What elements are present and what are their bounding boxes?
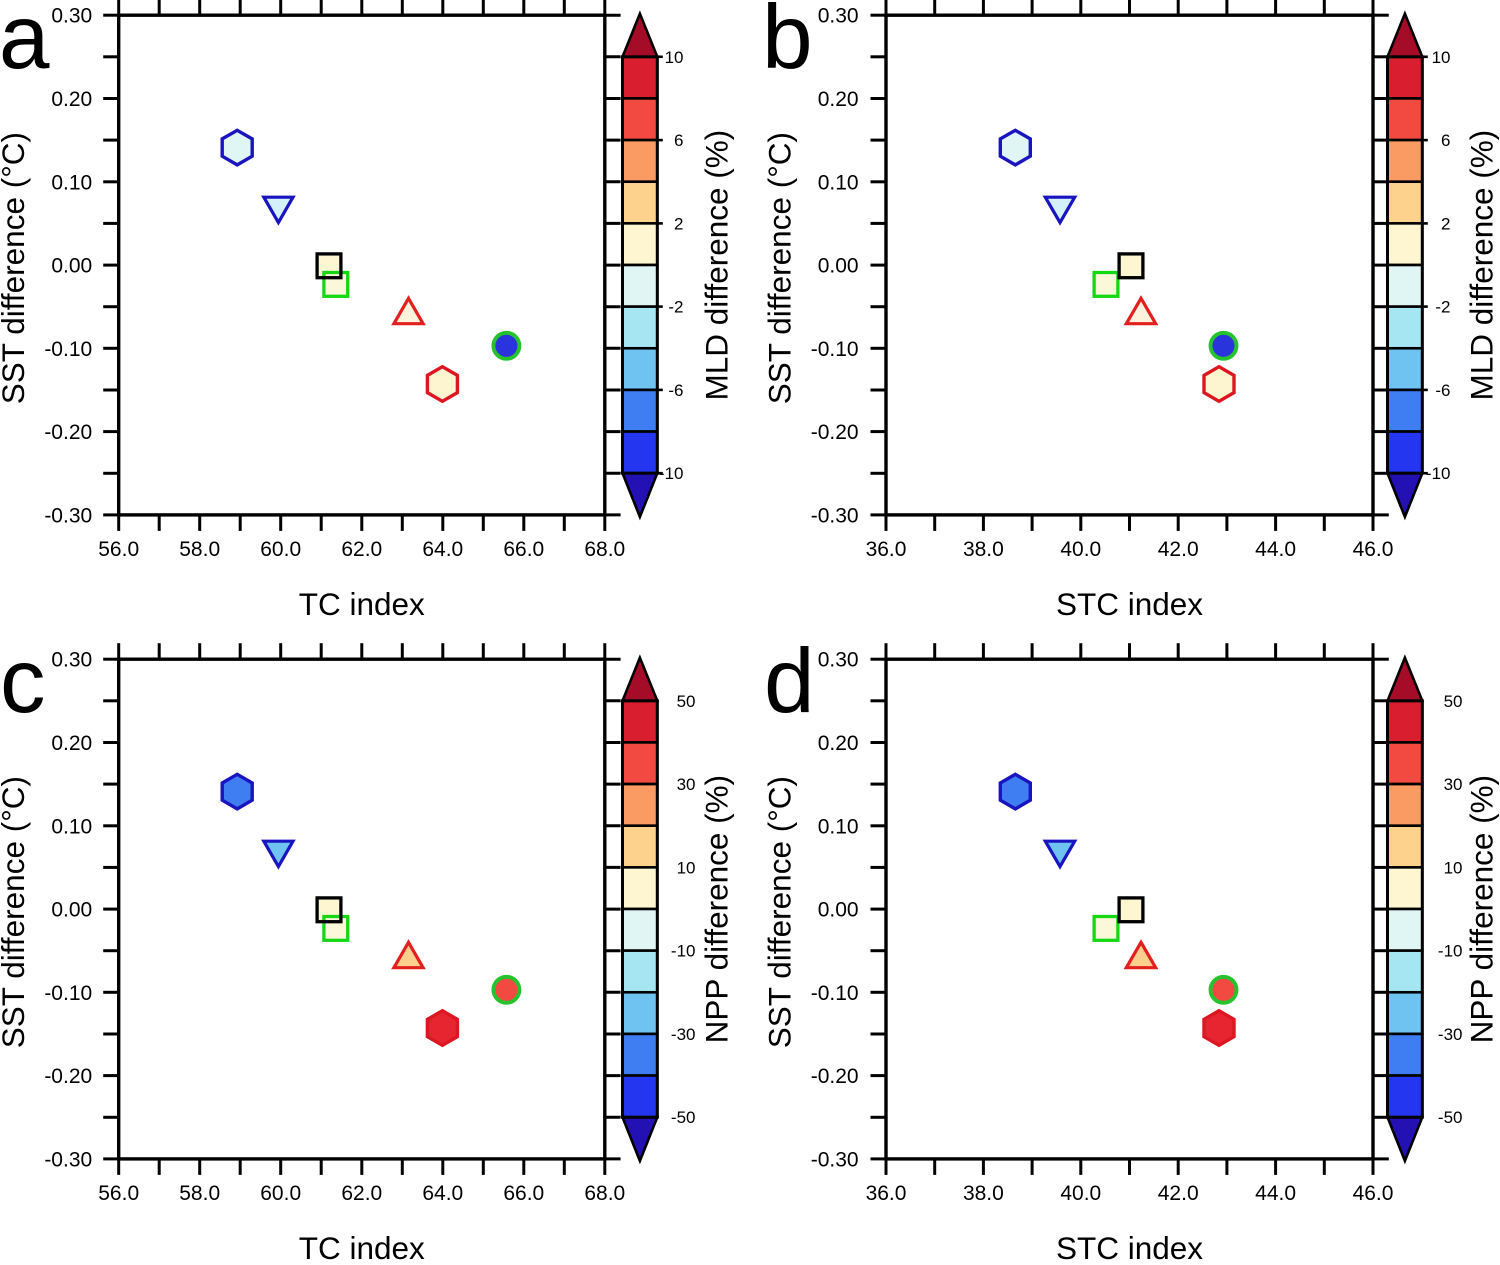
svg-text:0.00: 0.00 [51,899,92,922]
svg-text:46.0: 46.0 [1353,538,1394,561]
svg-text:-0.30: -0.30 [44,504,92,527]
svg-text:MLD difference (%): MLD difference (%) [699,130,735,401]
svg-text:-50: -50 [1438,1108,1463,1127]
svg-text:-0.10: -0.10 [811,338,859,361]
svg-text:60.0: 60.0 [260,1182,301,1205]
svg-text:-0.30: -0.30 [811,1148,859,1171]
svg-text:-0.10: -0.10 [44,982,92,1005]
svg-text:50: 50 [1444,692,1463,711]
svg-text:-0.30: -0.30 [811,504,859,527]
svg-text:58.0: 58.0 [179,538,220,561]
svg-text:0.30: 0.30 [818,649,859,672]
svg-text:NPP difference (%): NPP difference (%) [1464,775,1500,1043]
svg-text:10: 10 [677,858,696,877]
svg-text:0.30: 0.30 [818,5,859,28]
svg-text:-30: -30 [671,1025,696,1044]
svg-text:50: 50 [677,692,696,711]
svg-text:44.0: 44.0 [1255,538,1296,561]
svg-text:SST difference (°C): SST difference (°C) [762,776,798,1048]
svg-text:-6: -6 [668,381,683,400]
svg-text:b: b [762,0,813,88]
svg-text:36.0: 36.0 [866,538,907,561]
svg-text:-10: -10 [1438,942,1463,961]
svg-text:-0.30: -0.30 [44,1148,92,1171]
svg-text:68.0: 68.0 [584,1182,625,1205]
svg-text:36.0: 36.0 [866,1182,907,1205]
svg-text:SST difference (°C): SST difference (°C) [0,132,31,404]
svg-text:66.0: 66.0 [503,1182,544,1205]
svg-text:-6: -6 [1435,381,1450,400]
svg-text:0.00: 0.00 [51,255,92,278]
svg-text:-0.20: -0.20 [44,421,92,444]
svg-text:0.20: 0.20 [51,732,92,755]
svg-text:-50: -50 [671,1108,696,1127]
svg-text:0.10: 0.10 [51,171,92,194]
svg-text:38.0: 38.0 [963,538,1004,561]
svg-text:0.10: 0.10 [51,815,92,838]
svg-text:6: 6 [1441,131,1450,150]
svg-text:-2: -2 [668,298,683,317]
svg-text:0.30: 0.30 [51,649,92,672]
svg-text:0.20: 0.20 [818,732,859,755]
svg-text:58.0: 58.0 [179,1182,220,1205]
svg-text:MLD difference (%): MLD difference (%) [1464,130,1500,401]
svg-text:40.0: 40.0 [1060,538,1101,561]
svg-text:NPP difference (%): NPP difference (%) [699,775,735,1043]
svg-text:66.0: 66.0 [503,538,544,561]
svg-text:10: 10 [665,48,684,67]
svg-text:56.0: 56.0 [98,538,139,561]
svg-text:0.00: 0.00 [818,255,859,278]
svg-text:SST difference (°C): SST difference (°C) [0,776,31,1048]
svg-text:62.0: 62.0 [341,538,382,561]
svg-text:a: a [0,0,50,88]
svg-text:10: 10 [1444,858,1463,877]
svg-text:42.0: 42.0 [1158,538,1199,561]
svg-text:0.00: 0.00 [818,899,859,922]
svg-text:40.0: 40.0 [1060,1182,1101,1205]
svg-text:60.0: 60.0 [260,538,301,561]
svg-text:68.0: 68.0 [584,538,625,561]
svg-text:-0.10: -0.10 [44,338,92,361]
svg-text:-0.20: -0.20 [811,1065,859,1088]
svg-text:46.0: 46.0 [1353,1182,1394,1205]
svg-text:30: 30 [677,775,696,794]
svg-text:64.0: 64.0 [422,538,463,561]
svg-text:TC index: TC index [299,586,425,622]
svg-text:42.0: 42.0 [1158,1182,1199,1205]
svg-text:TC index: TC index [299,1230,425,1260]
svg-text:56.0: 56.0 [98,1182,139,1205]
svg-text:0.10: 0.10 [818,171,859,194]
svg-text:-0.10: -0.10 [811,982,859,1005]
svg-text:SST difference (°C): SST difference (°C) [762,132,798,404]
svg-text:0.20: 0.20 [818,88,859,111]
svg-text:10: 10 [1432,48,1451,67]
svg-text:64.0: 64.0 [422,1182,463,1205]
svg-text:38.0: 38.0 [963,1182,1004,1205]
svg-text:-30: -30 [1438,1025,1463,1044]
svg-text:0.30: 0.30 [51,5,92,28]
svg-text:0.10: 0.10 [818,815,859,838]
svg-text:c: c [0,631,46,732]
svg-text:6: 6 [674,131,683,150]
svg-text:-0.20: -0.20 [44,1065,92,1088]
svg-text:-10: -10 [1426,464,1451,483]
svg-text:-10: -10 [671,942,696,961]
svg-text:2: 2 [1441,214,1450,233]
svg-text:STC index: STC index [1056,1230,1203,1260]
svg-text:2: 2 [674,214,683,233]
svg-text:-10: -10 [659,464,684,483]
svg-text:0.20: 0.20 [51,88,92,111]
svg-text:d: d [764,631,815,732]
svg-text:62.0: 62.0 [341,1182,382,1205]
svg-text:STC index: STC index [1056,586,1203,622]
svg-text:-2: -2 [1435,298,1450,317]
svg-text:44.0: 44.0 [1255,1182,1296,1205]
svg-text:-0.20: -0.20 [811,421,859,444]
svg-text:30: 30 [1444,775,1463,794]
